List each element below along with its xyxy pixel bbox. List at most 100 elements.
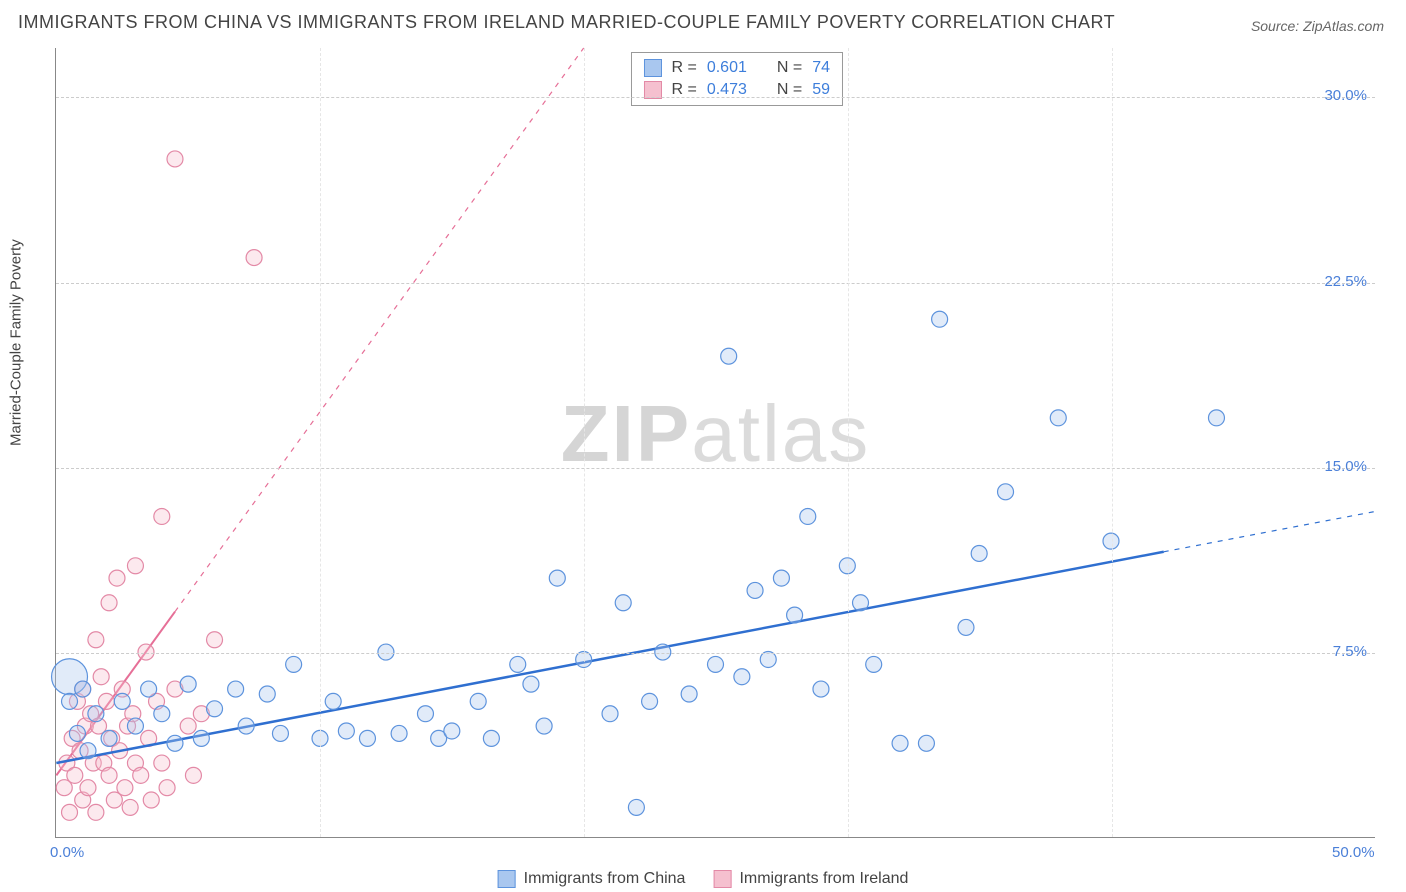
data-point <box>154 706 170 722</box>
data-point <box>101 595 117 611</box>
data-point <box>93 669 109 685</box>
x-tick-label: 50.0% <box>1332 844 1375 861</box>
data-point <box>67 767 83 783</box>
data-point <box>800 508 816 524</box>
data-point <box>127 718 143 734</box>
data-point <box>483 730 499 746</box>
data-point <box>918 735 934 751</box>
data-point <box>549 570 565 586</box>
data-point <box>185 767 201 783</box>
data-point <box>813 681 829 697</box>
data-point <box>141 681 157 697</box>
plot-svg <box>56 48 1375 837</box>
stat-n-value: 74 <box>812 59 830 77</box>
data-point <box>133 767 149 783</box>
page-title: IMMIGRANTS FROM CHINA VS IMMIGRANTS FROM… <box>18 12 1115 33</box>
y-tick-label: 30.0% <box>1324 87 1367 104</box>
stat-r-value: 0.601 <box>707 59 747 77</box>
legend-label: Immigrants from Ireland <box>739 870 908 888</box>
gridline-v <box>320 48 321 837</box>
legend-swatch <box>713 870 731 888</box>
data-point <box>259 686 275 702</box>
legend-item: Immigrants from China <box>498 870 686 888</box>
gridline-h <box>56 468 1375 469</box>
data-point <box>642 693 658 709</box>
data-point <box>338 723 354 739</box>
data-point <box>159 780 175 796</box>
data-point <box>246 250 262 266</box>
data-point <box>286 656 302 672</box>
data-point <box>1103 533 1119 549</box>
data-point <box>180 676 196 692</box>
data-point <box>787 607 803 623</box>
data-point <box>958 619 974 635</box>
data-point <box>122 799 138 815</box>
legend-swatch <box>498 870 516 888</box>
gridline-v <box>584 48 585 837</box>
stat-n-label: N = <box>777 59 802 77</box>
data-point <box>536 718 552 734</box>
y-axis-label: Married-Couple Family Poverty <box>8 239 25 446</box>
gridline-v <box>1112 48 1113 837</box>
data-point <box>971 545 987 561</box>
stat-row: R = 0.601 N = 74 <box>643 57 830 79</box>
data-point <box>417 706 433 722</box>
legend-bottom: Immigrants from China Immigrants from Ire… <box>498 870 909 888</box>
data-point <box>117 780 133 796</box>
legend-label: Immigrants from China <box>524 870 686 888</box>
source-link[interactable]: ZipAtlas.com <box>1303 18 1384 34</box>
y-tick-label: 15.0% <box>1324 458 1367 475</box>
data-point <box>101 730 117 746</box>
data-point <box>154 755 170 771</box>
data-point <box>932 311 948 327</box>
data-point <box>892 735 908 751</box>
data-point <box>853 595 869 611</box>
data-point <box>101 767 117 783</box>
data-point <box>628 799 644 815</box>
data-point <box>114 693 130 709</box>
data-point <box>143 792 159 808</box>
x-tick-label: 0.0% <box>50 844 84 861</box>
data-point <box>62 693 78 709</box>
gridline-h <box>56 283 1375 284</box>
data-point <box>444 723 460 739</box>
data-point <box>127 558 143 574</box>
data-point <box>80 780 96 796</box>
data-point <box>109 570 125 586</box>
stat-n-value: 59 <box>812 81 830 99</box>
gridline-v <box>848 48 849 837</box>
trend-line-extrapolated <box>1164 512 1375 552</box>
data-point <box>193 730 209 746</box>
legend-item: Immigrants from Ireland <box>713 870 908 888</box>
gridline-h <box>56 653 1375 654</box>
data-point <box>88 706 104 722</box>
source-label: Source: <box>1251 18 1299 34</box>
data-point <box>866 656 882 672</box>
data-point <box>154 508 170 524</box>
data-point <box>228 681 244 697</box>
data-point <box>207 701 223 717</box>
y-tick-label: 22.5% <box>1324 273 1367 290</box>
data-point <box>773 570 789 586</box>
data-point <box>167 735 183 751</box>
data-point <box>391 725 407 741</box>
trend-line <box>56 552 1163 763</box>
data-point <box>747 582 763 598</box>
stat-r-label: R = <box>671 59 696 77</box>
data-point <box>1050 410 1066 426</box>
stat-n-label: N = <box>777 81 802 99</box>
legend-swatch <box>643 81 661 99</box>
data-point <box>359 730 375 746</box>
data-point <box>1208 410 1224 426</box>
data-point <box>721 348 737 364</box>
data-point <box>167 151 183 167</box>
data-point <box>602 706 618 722</box>
data-point <box>734 669 750 685</box>
data-point <box>523 676 539 692</box>
data-point <box>75 681 91 697</box>
legend-swatch <box>643 59 661 77</box>
source-credit: Source: ZipAtlas.com <box>1251 18 1384 34</box>
data-point <box>615 595 631 611</box>
data-point <box>88 632 104 648</box>
data-point <box>62 804 78 820</box>
